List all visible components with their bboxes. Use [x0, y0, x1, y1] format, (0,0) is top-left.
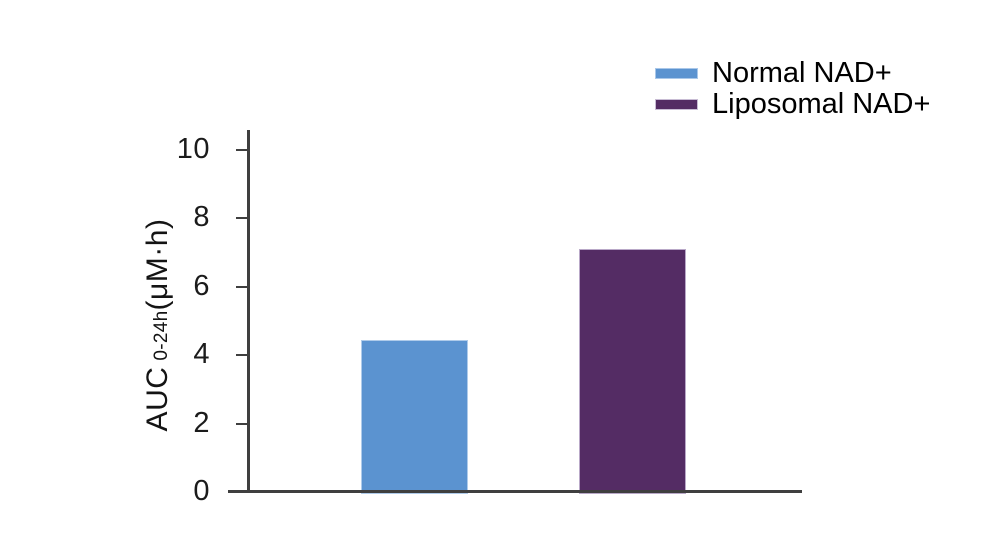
- y-tick-label-4: 4: [193, 338, 210, 371]
- y-tick-mark: [236, 354, 249, 357]
- y-tick-label-6: 6: [193, 269, 210, 302]
- y-axis-title: AUC0-24h(μM·h): [141, 219, 175, 432]
- y-tick-mark: [236, 217, 249, 220]
- legend-item-normal-nad: Normal NAD+: [655, 57, 930, 89]
- legend-item-liposomal-nad: Liposomal NAD+: [655, 88, 931, 120]
- legend-label: Liposomal NAD+: [712, 88, 931, 120]
- bar-liposomal-nad: [579, 249, 686, 494]
- y-tick-mark: [236, 285, 249, 288]
- y-tick-label-0: 0: [193, 474, 210, 507]
- y-tick-label-8: 8: [193, 201, 210, 234]
- y-tick-label-2: 2: [193, 406, 210, 439]
- y-axis-line: [247, 130, 250, 493]
- x-axis-line: [228, 490, 802, 493]
- legend: Normal NAD+ Liposomal NAD+: [655, 57, 931, 120]
- y-tick-mark: [236, 149, 249, 151]
- legend-swatch-liposomal-nad: [655, 99, 698, 110]
- y-tick-mark: [236, 422, 249, 425]
- legend-swatch-normal-nad: [655, 68, 698, 79]
- legend-label: Normal NAD+: [712, 57, 892, 89]
- bar-normal-nad: [361, 339, 468, 494]
- y-tick-label-10: 10: [176, 132, 210, 165]
